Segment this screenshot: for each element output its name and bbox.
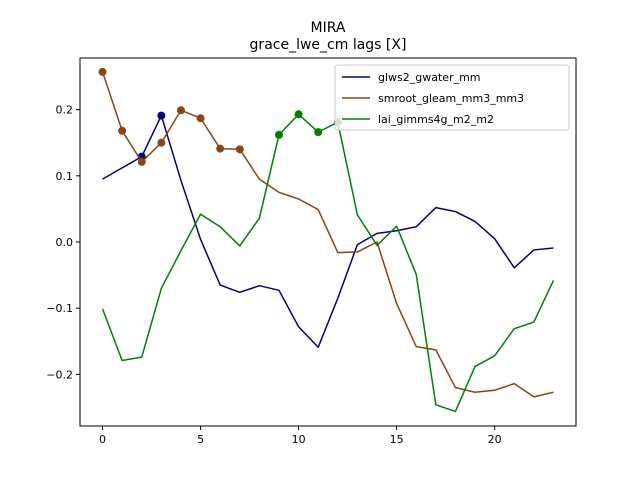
x-tick-label: 0 bbox=[99, 433, 106, 446]
y-tick-label: 0.2 bbox=[56, 104, 74, 117]
legend-label: glws2_gwater_mm bbox=[378, 71, 481, 84]
x-tick-label: 5 bbox=[197, 433, 204, 446]
series-point-smroot_gleam_mm3_mm3 bbox=[118, 126, 127, 135]
legend-label: lai_gimms4g_m2_m2 bbox=[378, 113, 494, 126]
series-point-lai_gimms4g_m2_m2 bbox=[294, 110, 303, 119]
series-line-smroot_gleam_mm3_mm3 bbox=[101, 71, 554, 398]
legend: glws2_gwater_mm smroot_gleam_mm3_mm3 lai_g… bbox=[334, 64, 570, 131]
series-point-smroot_gleam_mm3_mm3 bbox=[196, 114, 205, 123]
y-tick-label: −0.2 bbox=[46, 368, 73, 381]
series-point-smroot_gleam_mm3_mm3 bbox=[216, 144, 225, 153]
y-axis: −0.2 −0.1 0.0 0.1 0.2 bbox=[46, 104, 80, 381]
series-point-smroot_gleam_mm3_mm3 bbox=[137, 157, 146, 166]
legend-label: smroot_gleam_mm3_mm3 bbox=[378, 92, 524, 105]
series-line-glws2_gwater_mm bbox=[102, 114, 554, 348]
x-tick-label: 15 bbox=[390, 433, 404, 446]
series-point-smroot_gleam_mm3_mm3 bbox=[176, 106, 185, 115]
x-tick-label: 10 bbox=[292, 433, 306, 446]
chart-title: MIRA bbox=[311, 20, 346, 36]
chart-subtitle: grace_lwe_cm lags [X] bbox=[250, 37, 407, 53]
legend-box bbox=[334, 64, 570, 131]
series-point-lai_gimms4g_m2_m2 bbox=[314, 128, 323, 137]
series-point-smroot_gleam_mm3_mm3 bbox=[157, 138, 166, 147]
y-tick-label: 0.1 bbox=[56, 170, 74, 183]
x-tick-label: 20 bbox=[488, 433, 502, 446]
series-point-smroot_gleam_mm3_mm3 bbox=[98, 67, 107, 76]
plot-series bbox=[98, 67, 555, 413]
y-tick-label: 0.0 bbox=[56, 236, 74, 249]
series-point-lai_gimms4g_m2_m2 bbox=[274, 130, 283, 139]
x-axis: 0 5 10 15 20 bbox=[99, 426, 502, 446]
series-point-smroot_gleam_mm3_mm3 bbox=[235, 145, 244, 154]
series-point-glws2_gwater_mm bbox=[157, 111, 166, 120]
series-line-lai_gimms4g_m2_m2 bbox=[101, 113, 555, 413]
y-tick-label: −0.1 bbox=[46, 302, 73, 315]
